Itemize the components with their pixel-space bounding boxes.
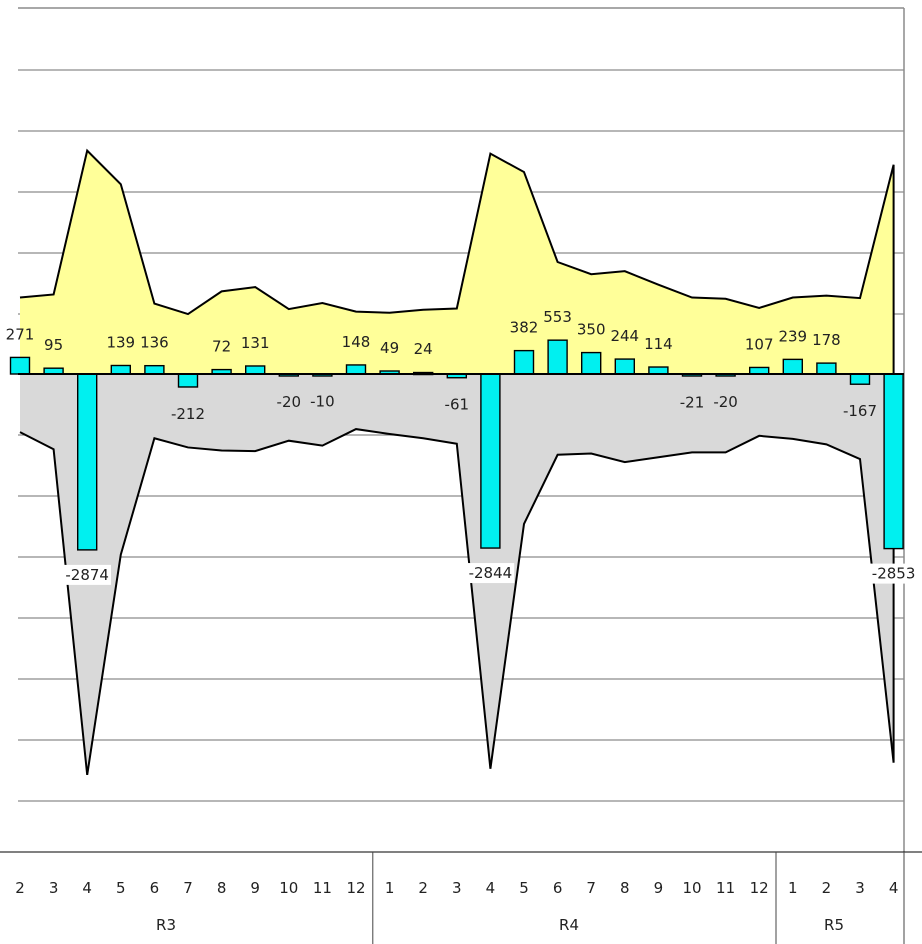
data-label-bg (869, 563, 918, 584)
x-tick-label: 12 (346, 879, 365, 897)
x-tick-label: 4 (486, 879, 496, 897)
data-label: -20 (277, 393, 302, 411)
data-label: 350 (577, 321, 606, 339)
data-label: 382 (510, 319, 539, 337)
x-tick-label: 3 (855, 879, 865, 897)
bar (480, 373, 501, 549)
bar (648, 366, 669, 375)
bar (581, 351, 602, 375)
x-tick-label: 6 (150, 879, 160, 897)
x-tick-label: 5 (116, 879, 126, 897)
data-label: 244 (610, 327, 639, 345)
group-label: R5 (824, 916, 844, 934)
bar (782, 358, 803, 375)
data-label: 49 (380, 339, 399, 357)
x-tick-label: 4 (889, 879, 899, 897)
bar (9, 356, 31, 375)
group-label: R3 (156, 916, 176, 934)
data-label: -2844 (469, 564, 513, 582)
x-tick-label: 3 (49, 879, 59, 897)
data-label: 131 (241, 334, 270, 352)
data-label: -20 (713, 393, 738, 411)
data-label: -167 (843, 402, 877, 420)
bar (76, 373, 98, 551)
x-tick-label: 9 (654, 879, 664, 897)
x-tick-label: 1 (385, 879, 395, 897)
bar (614, 358, 635, 375)
x-tick-label: 11 (716, 879, 735, 897)
data-label: -212 (171, 405, 205, 423)
bar (244, 365, 266, 375)
bar (816, 362, 837, 375)
bar (110, 364, 132, 375)
x-tick-label: 9 (250, 879, 260, 897)
x-tick-label: 2 (418, 879, 428, 897)
data-label: 178 (812, 331, 841, 349)
data-label: 148 (342, 333, 371, 351)
data-label: 24 (414, 340, 433, 358)
lower-area (20, 374, 894, 775)
upper-area-line (19, 148, 895, 316)
x-tick-label: 7 (586, 879, 596, 897)
x-tick-label: 3 (452, 879, 462, 897)
x-tick-label: 6 (553, 879, 563, 897)
data-label: 72 (212, 338, 231, 356)
data-label: 553 (543, 308, 572, 326)
group-label: R4 (559, 916, 579, 934)
bar (345, 364, 367, 375)
x-tick-label: 2 (822, 879, 832, 897)
data-label-bg (466, 563, 515, 584)
data-label: 271 (6, 325, 35, 343)
x-tick-label: 8 (217, 879, 227, 897)
data-label: -21 (680, 393, 705, 411)
data-label: -61 (445, 396, 470, 414)
data-label: 139 (106, 333, 135, 351)
bar (849, 373, 871, 385)
data-label-bg (63, 564, 111, 585)
bar (177, 373, 199, 388)
x-tick-label: 7 (183, 879, 193, 897)
lower-area-line (19, 428, 895, 776)
data-label: 107 (745, 335, 774, 353)
x-tick-label: 10 (279, 879, 298, 897)
bar (883, 373, 904, 550)
data-label: -2853 (872, 565, 916, 583)
data-label: 136 (140, 334, 169, 352)
x-tick-label: 5 (519, 879, 529, 897)
x-tick-label: 1 (788, 879, 798, 897)
x-tick-label: 2 (15, 879, 25, 897)
bar (144, 364, 165, 375)
x-tick-label: 4 (82, 879, 92, 897)
data-label: -2874 (65, 566, 109, 584)
x-tick-label: 10 (682, 879, 701, 897)
upper-area (20, 150, 894, 374)
bar (513, 349, 535, 375)
bar (547, 339, 568, 375)
x-tick-label: 8 (620, 879, 630, 897)
data-label: 114 (644, 335, 673, 353)
data-label: -10 (310, 393, 335, 411)
data-label: 95 (44, 336, 63, 354)
data-label: 239 (778, 327, 807, 345)
x-tick-label: 12 (750, 879, 769, 897)
x-tick-label: 11 (313, 879, 332, 897)
